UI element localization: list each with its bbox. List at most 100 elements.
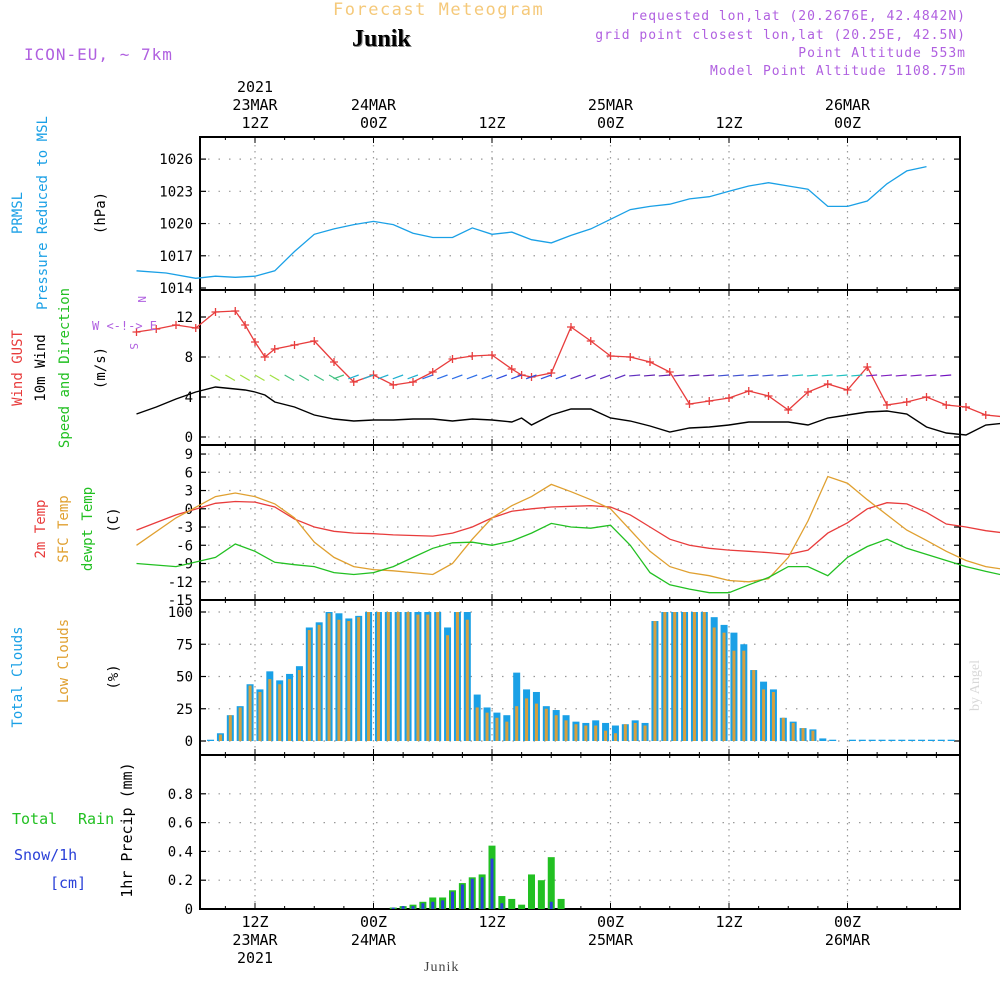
low-cloud-bar bbox=[258, 691, 262, 741]
low-cloud-bar bbox=[327, 613, 331, 741]
model-altitude: Model Point Altitude 1108.75m bbox=[710, 64, 966, 79]
bottom-time-label: 00Z bbox=[360, 913, 387, 931]
wind-direction-arrow bbox=[703, 374, 715, 377]
low-cloud-bar bbox=[357, 617, 361, 741]
y-tick-label: 12 bbox=[176, 310, 193, 326]
snow-bar bbox=[460, 884, 464, 909]
wind-direction-arrow bbox=[525, 374, 537, 380]
gust-marker bbox=[665, 368, 674, 376]
low-cloud-bar bbox=[426, 614, 430, 741]
wind-direction-arrow bbox=[599, 374, 611, 380]
gust-marker bbox=[310, 337, 319, 345]
low-cloud-bar bbox=[633, 722, 637, 741]
precip-axis-label: 1hr Precip (mm) bbox=[118, 762, 136, 897]
y-tick-label: 0.8 bbox=[168, 787, 193, 803]
t2m-line bbox=[136, 500, 1000, 556]
gust-marker bbox=[883, 401, 891, 409]
wind-direction-arrow bbox=[481, 374, 493, 380]
rain-bar bbox=[557, 898, 565, 909]
low-cloud-bar bbox=[544, 708, 548, 741]
low-cloud-bar bbox=[702, 612, 706, 741]
gust-marker bbox=[784, 406, 793, 414]
low-cloud-bar bbox=[762, 689, 766, 741]
snow-bar bbox=[421, 903, 425, 909]
wind-direction-arrow bbox=[895, 374, 907, 377]
y-tick-label: 75 bbox=[176, 637, 193, 653]
low-cloud-bar bbox=[505, 721, 509, 741]
wind-direction-arrow bbox=[688, 374, 700, 377]
compass-s: S bbox=[127, 343, 140, 350]
wind-direction-arrow bbox=[717, 374, 730, 377]
wind-label: 10m Wind bbox=[33, 334, 49, 401]
gust-marker bbox=[547, 369, 556, 377]
low-cloud-bar bbox=[604, 730, 608, 741]
snow-label: Snow/1h bbox=[14, 846, 77, 864]
wind-direction-arrow bbox=[328, 374, 339, 382]
rain-bar bbox=[537, 880, 545, 909]
wind-line bbox=[136, 386, 1000, 436]
low-cloud-bar bbox=[465, 619, 469, 741]
bottom-time-label: 24MAR bbox=[351, 931, 397, 949]
y-tick-label: 1023 bbox=[159, 184, 193, 200]
y-tick-label: -15 bbox=[168, 593, 193, 609]
rain-bar bbox=[547, 857, 555, 909]
total-cloud-bar bbox=[898, 739, 906, 741]
low-cloud-bar bbox=[525, 698, 529, 741]
rain-bar bbox=[508, 898, 516, 909]
top-time-label: 26MAR bbox=[825, 96, 871, 114]
gust-marker bbox=[330, 358, 338, 366]
wind-direction-arrow bbox=[496, 374, 508, 380]
snow-bar bbox=[431, 901, 435, 909]
total-cloud-bar bbox=[829, 739, 837, 741]
gust-marker bbox=[152, 325, 161, 333]
model-label: ICON-EU, ~ 7km bbox=[24, 45, 173, 64]
wind-direction-arrow bbox=[821, 374, 833, 377]
low-cloud-bar bbox=[367, 612, 371, 741]
low-cloud-bar bbox=[752, 670, 756, 741]
top-time-label: 12Z bbox=[478, 114, 505, 132]
low-cloud-bar bbox=[584, 725, 588, 741]
wind-direction-arrow bbox=[614, 374, 626, 380]
snow-bar bbox=[401, 906, 405, 909]
wind-direction-arrow bbox=[540, 374, 552, 380]
snow-unit-label: [cm] bbox=[50, 874, 86, 892]
pressure-line bbox=[136, 165, 927, 279]
snow-bar bbox=[451, 891, 454, 909]
wind-direction-arrow bbox=[377, 374, 389, 380]
top-time-label: 12Z bbox=[241, 114, 268, 132]
pressure-unit-label: (hPa) bbox=[93, 192, 109, 234]
wind-direction-arrow bbox=[643, 374, 655, 377]
gust-marker bbox=[389, 381, 398, 389]
top-time-label: 12Z bbox=[715, 114, 742, 132]
low-cloud-bar bbox=[436, 612, 440, 741]
low-cloud-bar bbox=[801, 728, 805, 741]
low-cloud-bar bbox=[297, 670, 301, 741]
panel-frame-clouds bbox=[199, 599, 961, 756]
snow-bar bbox=[441, 900, 445, 909]
gust-marker bbox=[260, 353, 269, 361]
low-cloud-bar bbox=[771, 691, 775, 741]
gust-marker bbox=[725, 394, 733, 402]
bottom-time-label: 00Z bbox=[834, 913, 861, 931]
rain-bar bbox=[498, 896, 506, 909]
wind-direction-arrow bbox=[511, 374, 522, 380]
wind-direction-arrow bbox=[348, 374, 359, 380]
low-cloud-bar bbox=[317, 624, 321, 741]
place-name: Junik bbox=[352, 26, 411, 52]
y-tick-label: 0 bbox=[185, 902, 193, 918]
wind-direction-arrow bbox=[313, 374, 325, 382]
low-cloud-bar bbox=[485, 712, 489, 741]
low-cloud-bar bbox=[791, 722, 795, 741]
y-tick-label: 9 bbox=[185, 447, 193, 463]
y-tick-label: 0 bbox=[185, 430, 193, 446]
total-cloud-bar bbox=[947, 739, 955, 741]
total-cloud-bar bbox=[868, 739, 876, 741]
snow-bar bbox=[490, 858, 494, 909]
low-cloud-bar bbox=[475, 707, 479, 741]
low-cloud-bar bbox=[228, 715, 232, 741]
low-cloud-bar bbox=[554, 715, 558, 741]
wind-direction-arrow bbox=[762, 374, 774, 377]
y-tick-label: 0.6 bbox=[168, 816, 193, 832]
y-tick-label: -12 bbox=[168, 575, 193, 591]
wind-direction-arrow bbox=[673, 374, 685, 377]
